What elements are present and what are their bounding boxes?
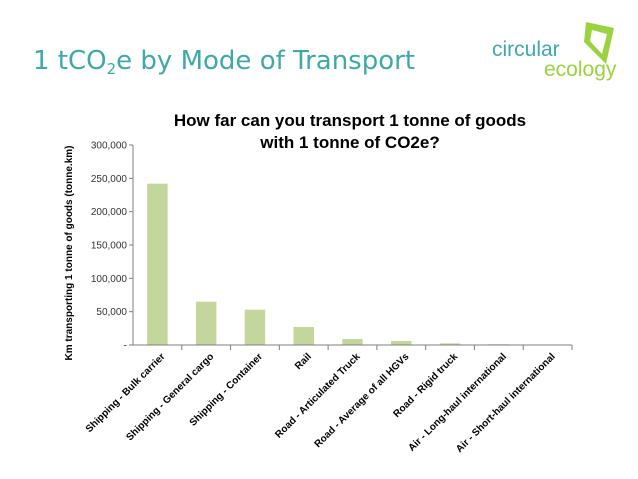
slide-title-subscript: 2 (106, 60, 117, 78)
bar (391, 341, 412, 345)
chart-title: How far can you transport 1 tonne of goo… (174, 111, 526, 152)
y-tick-label: 100,000 (91, 274, 128, 285)
bar (439, 343, 461, 345)
logo-leaf-icon (584, 22, 614, 64)
bar (342, 339, 363, 345)
y-axis: - 50,000 100,000 150,000 200,000 250,000 300,0… (91, 141, 134, 352)
bar (244, 309, 266, 345)
logo-word-ecology: ecology (544, 58, 617, 81)
circular-ecology-logo: circular ecology (492, 22, 617, 81)
x-category-label: Air - Short-haul international (454, 351, 558, 455)
logo-word-circular: circular (492, 38, 560, 61)
x-category-label: Shipping - Bulk carrier (84, 351, 168, 435)
y-tick-label: 200,000 (91, 207, 128, 218)
y-axis-title: Km transporting 1 tonne of goods (tonne.… (64, 146, 75, 361)
slide-title: 1 tCO2e by Mode of Transport (33, 46, 415, 78)
x-category-label: Road - Articulated Truck (273, 351, 363, 441)
bars (147, 183, 558, 345)
y-tick-label: 250,000 (91, 174, 128, 185)
bar (293, 327, 314, 345)
bar (195, 301, 217, 345)
slide-title-suffix: e by Mode of Transport (116, 46, 416, 76)
y-tick-label: 50,000 (96, 307, 127, 318)
y-tick-label: - (124, 341, 127, 352)
chart-title-line: How far can you transport 1 tonne of goo… (174, 111, 526, 130)
y-tick-label: 300,000 (91, 141, 128, 152)
y-axis-title-group: Km transporting 1 tonne of goods (tonne.… (64, 146, 75, 361)
slide-title-prefix: 1 tCO (33, 46, 107, 76)
x-category-label: Shipping - General cargo (124, 351, 216, 443)
y-tick-label: 150,000 (91, 241, 128, 252)
bar (147, 183, 168, 345)
x-category-label: Rail (293, 351, 314, 372)
chart-title-line: with 1 tonne of CO2e? (259, 133, 439, 152)
x-category-label: Air - Long-haul international (407, 351, 510, 454)
x-category-label: Road - Average of all HGVs (313, 351, 412, 450)
